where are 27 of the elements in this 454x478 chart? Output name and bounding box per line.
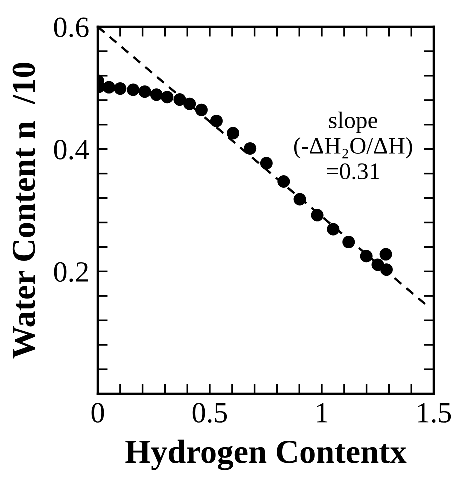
y-tick-label: 0.2 bbox=[54, 262, 88, 282]
point bbox=[244, 142, 257, 155]
point bbox=[184, 98, 196, 110]
point bbox=[278, 176, 290, 188]
y-axis-title: Water Content n /10 bbox=[12, 62, 36, 359]
y-tick-label: 0.6 bbox=[54, 18, 89, 38]
point bbox=[227, 127, 240, 140]
point bbox=[380, 248, 392, 261]
point bbox=[138, 86, 152, 98]
x-tick-label: 0.5 bbox=[192, 403, 228, 423]
point bbox=[195, 104, 208, 116]
point bbox=[327, 223, 340, 236]
point bbox=[260, 157, 273, 170]
point bbox=[114, 82, 127, 96]
point bbox=[360, 250, 373, 263]
point bbox=[102, 81, 116, 94]
x-tick-label: 1 bbox=[317, 403, 328, 423]
point bbox=[127, 84, 140, 96]
y-tick-label: 0.4 bbox=[54, 140, 90, 160]
point bbox=[210, 114, 223, 128]
point bbox=[150, 88, 163, 102]
point bbox=[161, 91, 174, 104]
point bbox=[311, 209, 324, 222]
annotation: slope (-ΔH₂O/ΔH) =0.31 bbox=[294, 112, 412, 180]
x-tick-label: 0 bbox=[92, 403, 104, 423]
x-tick-label: 1.5 bbox=[418, 403, 452, 423]
x-axis-title: Hydrogen Contentx bbox=[126, 440, 407, 470]
